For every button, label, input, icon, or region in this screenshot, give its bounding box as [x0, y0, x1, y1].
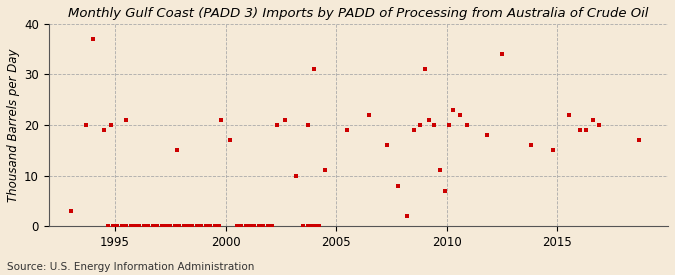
Point	[311, 224, 322, 228]
Point	[156, 224, 167, 228]
Point	[244, 224, 255, 228]
Point	[169, 224, 180, 228]
Point	[393, 183, 404, 188]
Point	[171, 148, 182, 152]
Point	[138, 224, 149, 228]
Point	[306, 224, 317, 228]
Point	[439, 188, 450, 193]
Point	[308, 67, 319, 72]
Point	[105, 123, 116, 127]
Point	[342, 128, 353, 132]
Point	[112, 224, 123, 228]
Point	[253, 224, 264, 228]
Point	[143, 224, 154, 228]
Point	[424, 118, 435, 122]
Point	[443, 123, 454, 127]
Point	[183, 224, 194, 228]
Point	[455, 113, 466, 117]
Point	[134, 224, 145, 228]
Point	[178, 224, 189, 228]
Point	[65, 209, 76, 213]
Point	[526, 143, 537, 147]
Point	[280, 118, 291, 122]
Title: Monthly Gulf Coast (PADD 3) Imports by PADD of Processing from Australia of Crud: Monthly Gulf Coast (PADD 3) Imports by P…	[68, 7, 649, 20]
Point	[147, 224, 158, 228]
Point	[81, 123, 92, 127]
Point	[121, 224, 132, 228]
Point	[130, 224, 140, 228]
Point	[88, 37, 99, 41]
Point	[382, 143, 393, 147]
Point	[200, 224, 211, 228]
Point	[107, 224, 118, 228]
Point	[547, 148, 558, 152]
Point	[408, 128, 419, 132]
Point	[298, 224, 308, 228]
Point	[249, 224, 260, 228]
Point	[267, 224, 277, 228]
Point	[152, 224, 163, 228]
Point	[236, 224, 246, 228]
Point	[187, 224, 198, 228]
Point	[271, 123, 282, 127]
Point	[196, 224, 207, 228]
Point	[419, 67, 430, 72]
Point	[594, 123, 605, 127]
Point	[313, 224, 324, 228]
Point	[448, 108, 459, 112]
Point	[225, 138, 236, 142]
Point	[205, 224, 215, 228]
Point	[165, 224, 176, 228]
Point	[302, 224, 313, 228]
Point	[402, 214, 412, 218]
Point	[103, 224, 114, 228]
Point	[121, 118, 132, 122]
Point	[587, 118, 598, 122]
Point	[232, 224, 242, 228]
Point	[302, 123, 313, 127]
Point	[563, 113, 574, 117]
Point	[263, 224, 273, 228]
Point	[580, 128, 591, 132]
Point	[174, 224, 185, 228]
Point	[161, 224, 171, 228]
Point	[216, 118, 227, 122]
Point	[462, 123, 472, 127]
Point	[192, 224, 202, 228]
Point	[364, 113, 375, 117]
Point	[209, 224, 220, 228]
Point	[435, 168, 446, 173]
Point	[291, 173, 302, 178]
Y-axis label: Thousand Barrels per Day: Thousand Barrels per Day	[7, 48, 20, 202]
Point	[99, 128, 109, 132]
Point	[240, 224, 251, 228]
Point	[481, 133, 492, 137]
Point	[125, 224, 136, 228]
Point	[574, 128, 585, 132]
Point	[213, 224, 224, 228]
Text: Source: U.S. Energy Information Administration: Source: U.S. Energy Information Administ…	[7, 262, 254, 272]
Point	[116, 224, 127, 228]
Point	[497, 52, 508, 56]
Point	[415, 123, 426, 127]
Point	[258, 224, 269, 228]
Point	[634, 138, 645, 142]
Point	[428, 123, 439, 127]
Point	[320, 168, 331, 173]
